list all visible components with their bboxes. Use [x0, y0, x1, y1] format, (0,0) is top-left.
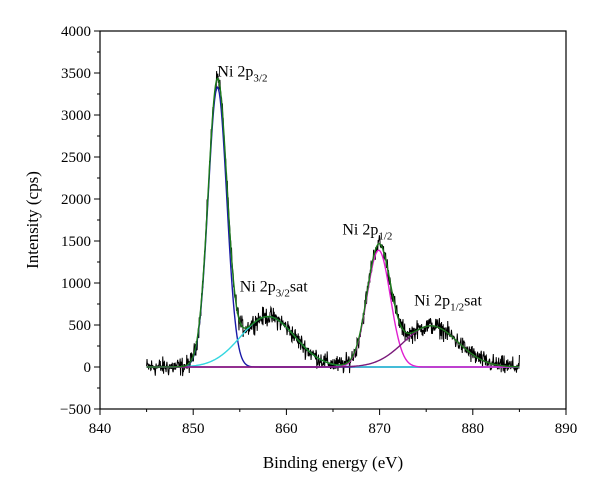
peak-annotations: Ni 2p3/2 Ni 2p3/2sat Ni 2p1/2 Ni 2p1/2sat — [217, 63, 482, 313]
ni2p12-annotation: Ni 2p1/2 — [342, 221, 392, 242]
y-tick-label: 0 — [84, 360, 92, 376]
y-tick-label: 1000 — [61, 276, 91, 292]
y-axis-title: Intensity (cps) — [23, 171, 42, 269]
y-tick-label: 500 — [69, 318, 92, 334]
fit-curves — [146, 71, 520, 377]
axis-ticks — [94, 30, 567, 415]
tick-labels: 840 850 860 870 880 890 −500 0 500 1000 1500 2000 25… — [60, 24, 577, 437]
y-tick-label: 3500 — [61, 66, 91, 82]
x-tick-label: 870 — [368, 421, 391, 437]
x-tick-label: 880 — [462, 421, 485, 437]
plot-frame — [99, 30, 567, 410]
x-axis-title: Binding energy (eV) — [263, 453, 403, 472]
x-tick-label: 850 — [182, 421, 205, 437]
y-tick-label: 4000 — [61, 24, 91, 40]
y-tick-label: 3000 — [61, 108, 91, 124]
x-tick-label: 890 — [555, 421, 578, 437]
y-tick-label: 2000 — [61, 192, 91, 208]
x-tick-label: 860 — [275, 421, 298, 437]
ni2p32-annotation: Ni 2p3/2 — [217, 63, 267, 84]
raw-spectrum-line — [146, 71, 520, 377]
envelope-fit-line — [146, 77, 520, 368]
x-tick-label: 840 — [89, 421, 112, 437]
y-tick-label: −500 — [60, 402, 91, 418]
y-tick-label: 2500 — [61, 150, 91, 166]
ni2p32_sat-annotation: Ni 2p3/2sat — [240, 278, 308, 299]
ni2p32-fit-line — [146, 86, 520, 368]
y-tick-label: 1500 — [61, 234, 91, 250]
ni2p12_sat-annotation: Ni 2p1/2sat — [414, 293, 482, 314]
